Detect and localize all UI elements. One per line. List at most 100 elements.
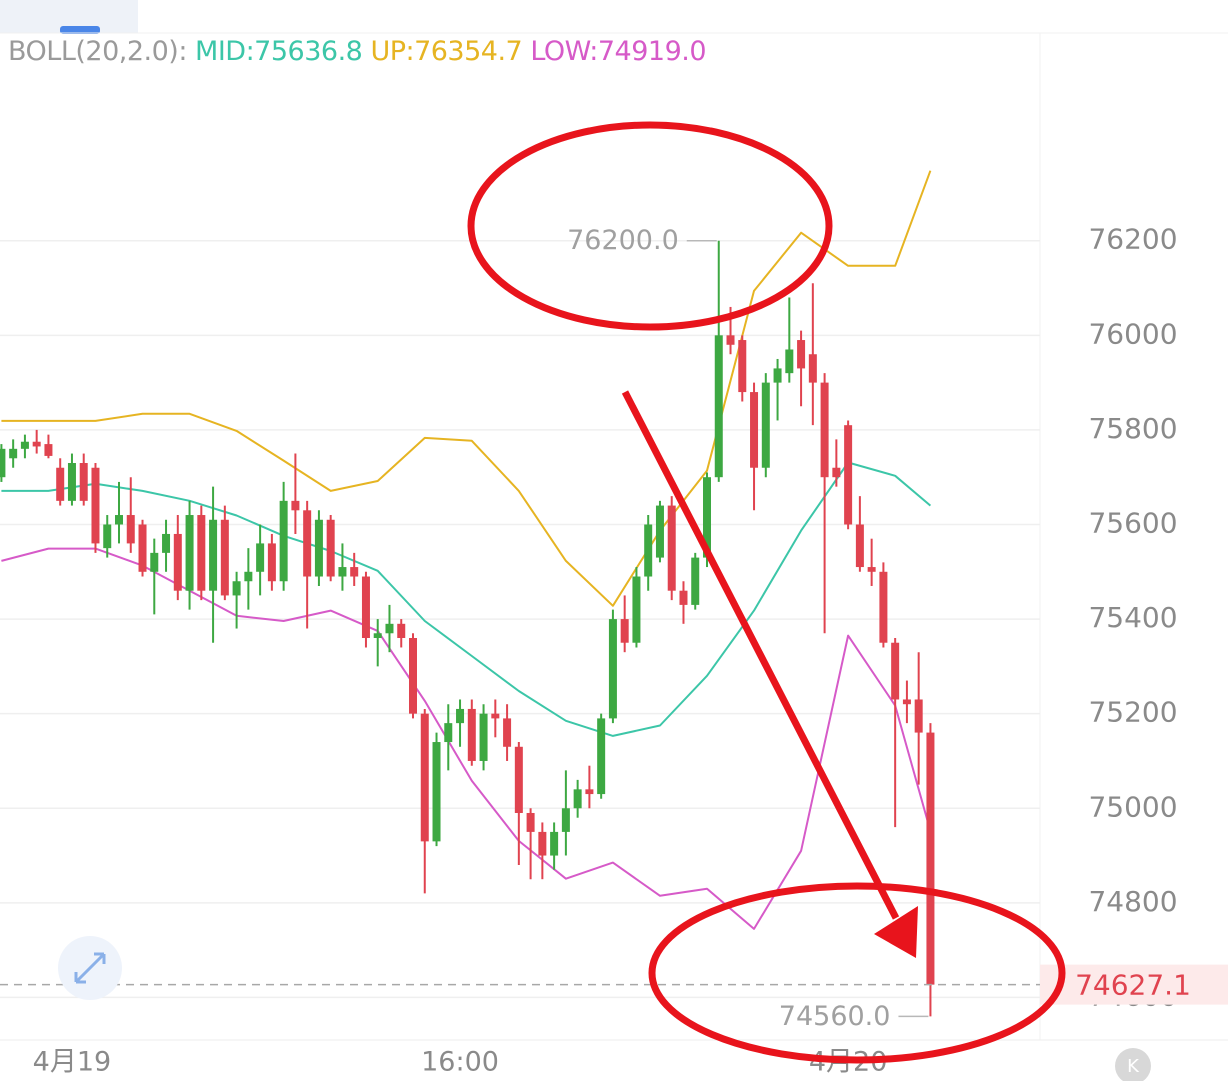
candle-body — [115, 515, 123, 525]
candle-body — [820, 382, 829, 478]
candle-body — [267, 543, 276, 582]
candle-body — [608, 619, 617, 719]
candle-body — [914, 699, 923, 733]
candle-body — [232, 581, 241, 596]
candle-body — [91, 467, 100, 544]
candle-body — [185, 515, 194, 591]
candle-body — [56, 467, 65, 501]
candle-body — [103, 524, 112, 549]
candle-body — [420, 713, 429, 842]
candle-body — [679, 590, 688, 605]
y-tick-label: 74800 — [1088, 885, 1177, 918]
candle-body — [209, 519, 218, 591]
candle-body — [785, 349, 794, 374]
candle-body — [691, 557, 700, 605]
candle-body — [620, 619, 629, 643]
y-tick-label: 75000 — [1088, 790, 1177, 823]
candle-body — [773, 368, 782, 383]
candle-body — [9, 448, 18, 459]
indicator-header: BOLL(20,2.0): MID:75636.8 UP:76354.7 LOW… — [8, 36, 707, 67]
candle-body — [879, 571, 888, 643]
candle-body — [256, 543, 265, 572]
candle-body — [397, 623, 406, 638]
band-line — [1, 170, 932, 607]
candle-body — [0, 448, 6, 478]
candle-body — [162, 533, 171, 553]
indicator-label: BOLL(20,2.0): — [8, 36, 187, 67]
candle-body — [561, 808, 570, 832]
candle-body — [126, 515, 135, 544]
annotation-label: 76200.0 — [567, 225, 679, 256]
candle-body — [220, 519, 229, 596]
candle-body — [844, 425, 853, 525]
candle-body — [526, 812, 535, 832]
candle-body — [244, 571, 253, 582]
candle-body — [761, 382, 770, 468]
highlight-ellipse — [648, 882, 1066, 1064]
y-tick-label: 75200 — [1088, 696, 1177, 729]
candle-body — [138, 524, 147, 572]
candle-body — [750, 392, 759, 468]
indicator-up: UP:76354.7 — [370, 36, 523, 67]
candle-body — [279, 500, 288, 582]
candle-body — [703, 477, 711, 558]
candle-body — [67, 463, 76, 501]
candle-body — [444, 723, 453, 743]
band-line — [1, 547, 932, 930]
k-button[interactable] — [1115, 1048, 1151, 1081]
candle-body — [503, 718, 512, 747]
candle-body — [738, 340, 747, 393]
candle-body — [173, 533, 182, 591]
candle-body — [797, 340, 806, 369]
candle-body — [361, 576, 370, 638]
current-price-box — [1040, 964, 1228, 1005]
candle-body — [326, 519, 335, 577]
candle-body — [632, 576, 641, 643]
candle-body — [514, 746, 523, 813]
candle-body — [303, 510, 312, 577]
x-tick-label: 16:00 — [421, 1047, 499, 1078]
candle-body — [891, 642, 900, 700]
y-tick-label: 76200 — [1088, 223, 1177, 256]
candle-body — [79, 463, 88, 501]
candle-body — [314, 519, 323, 577]
highlight-ellipse — [467, 121, 833, 331]
candle-body — [926, 732, 935, 985]
indicator-low: LOW:74919.0 — [530, 36, 707, 67]
candle-body — [714, 335, 723, 478]
candle-body — [409, 638, 417, 714]
candle-body — [491, 713, 500, 719]
candle-body — [20, 441, 29, 449]
y-tick-label: 76000 — [1088, 317, 1177, 350]
candle-body — [350, 567, 359, 577]
expand-icon — [74, 952, 106, 984]
candle-body — [467, 708, 476, 761]
indicator-mid: MID:75636.8 — [195, 36, 363, 67]
candle-body — [655, 505, 664, 558]
candle-body — [550, 831, 559, 856]
y-tick-label: 75600 — [1088, 506, 1177, 539]
candle-body — [808, 354, 817, 383]
candle-body — [726, 335, 735, 345]
candle-body — [585, 789, 594, 795]
candle-body — [150, 552, 159, 572]
candle-body — [832, 467, 841, 478]
candle-body — [644, 524, 653, 577]
y-tick-label: 75800 — [1088, 412, 1177, 445]
annotation-label: 74560.0 — [779, 1001, 891, 1032]
candle-body — [867, 567, 876, 572]
candle-body — [291, 500, 300, 511]
candle-body — [597, 718, 606, 795]
candle-body — [373, 633, 382, 638]
band-line — [1, 461, 932, 737]
k-icon: K — [1127, 1056, 1140, 1077]
candle-body — [432, 742, 441, 842]
candle-body — [385, 623, 394, 634]
x-tick-label: 4月19 — [33, 1047, 112, 1078]
candle-body — [479, 713, 488, 761]
candle-body — [855, 524, 864, 568]
y-tick-label: 75400 — [1088, 601, 1177, 634]
current-price-label: 74627.1 — [1075, 969, 1191, 1002]
